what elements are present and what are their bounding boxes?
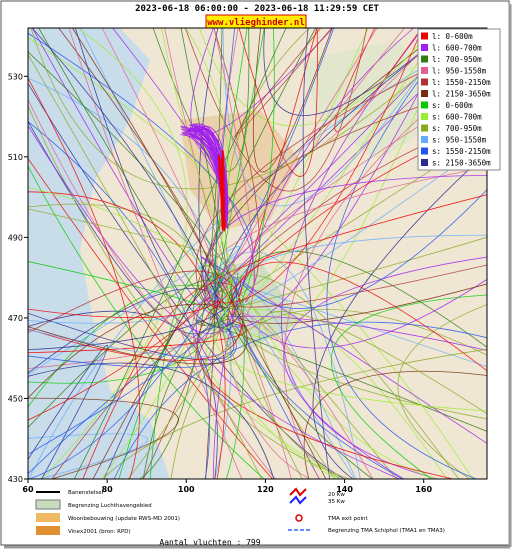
legend-swatch xyxy=(421,56,428,63)
x-tick-label: 60 xyxy=(22,485,34,494)
legend-text: 35 Kw xyxy=(328,499,345,505)
airport-icon xyxy=(36,500,60,509)
legend-swatch xyxy=(421,67,428,74)
legend-text: 20 Kw xyxy=(328,492,345,498)
legend-label: l: 2150-3650m xyxy=(432,90,491,99)
legend-label: s: 1550-2150m xyxy=(432,147,491,156)
legend-text: Vinex2001 (bron: RPD) xyxy=(68,529,131,535)
legend-swatch xyxy=(421,44,428,51)
legend-text: Banenstelsel xyxy=(68,490,104,496)
legend-swatch xyxy=(421,102,428,109)
x-tick-label: 160 xyxy=(415,485,432,494)
legend-swatch xyxy=(421,159,428,166)
legend-label: l: 600-700m xyxy=(432,44,482,53)
legend-swatch xyxy=(421,136,428,143)
legend-label: l: 0-600m xyxy=(432,32,473,41)
legend-swatch xyxy=(421,33,428,40)
site: www.vlieghinder.nl xyxy=(207,17,305,28)
y-tick-label: 430 xyxy=(8,475,23,484)
legend-swatch xyxy=(421,125,428,132)
y-tick-label: 490 xyxy=(8,233,23,242)
legend-swatch xyxy=(421,148,428,155)
legend-label: s: 2150-3650m xyxy=(432,159,491,168)
housing-icon xyxy=(36,513,60,522)
legend: l: 0-600m l: 600-700m l: 700-950m l: 950-15… xyxy=(418,29,500,170)
y-tick-label: 530 xyxy=(8,72,23,81)
legend-label: l: 1550-2150m xyxy=(432,78,491,87)
legend-text: Begrenzing TMA Schiphol (TMA1 en TMA3) xyxy=(328,528,445,534)
y-tick-label: 510 xyxy=(8,153,23,162)
flight-count: Aantal vluchten : 799 xyxy=(159,538,260,547)
legend-text: TMA exit point xyxy=(327,516,368,522)
y-tick-label: 470 xyxy=(8,314,23,323)
legend-label: s: 950-1550m xyxy=(432,136,487,145)
legend-swatch xyxy=(421,113,428,120)
vinex-icon xyxy=(36,526,60,535)
x-tick-label: 100 xyxy=(178,485,195,494)
legend-label: s: 700-950m xyxy=(432,124,482,133)
legend-label: s: 0-600m xyxy=(432,101,473,110)
legend-text: Begrenzing Luchthavengebied xyxy=(68,503,152,509)
legend-swatch xyxy=(421,90,428,97)
legend-swatch xyxy=(421,79,428,86)
x-tick-label: 120 xyxy=(257,485,274,494)
legend-label: l: 700-950m xyxy=(432,55,482,64)
x-tick-label: 80 xyxy=(102,485,114,494)
y-tick-label: 450 xyxy=(8,394,23,403)
legend-label: s: 600-700m xyxy=(432,113,482,122)
title: 2023-06-18 06:00:00 - 2023-06-18 11:29:5… xyxy=(135,4,379,14)
legend-text: Woonbebouwing (update RWS-MD 2001) xyxy=(68,516,180,522)
legend-label: l: 950-1550m xyxy=(432,67,487,76)
